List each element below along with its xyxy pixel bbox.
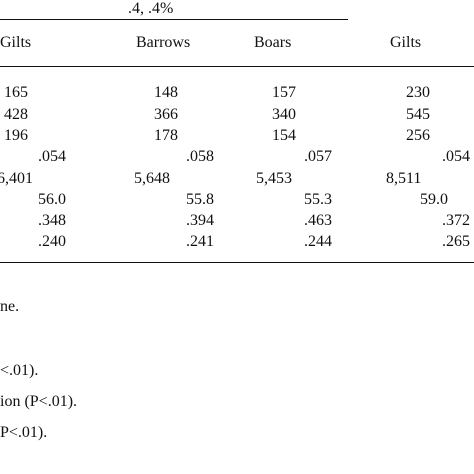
table-cell: 196 xyxy=(4,127,28,144)
table-cell: .463 xyxy=(304,212,332,229)
table-cell: 256 xyxy=(406,127,430,144)
table-bottom-rule xyxy=(0,262,474,263)
header-bottom-rule xyxy=(0,66,474,67)
table-cell: 178 xyxy=(154,127,178,144)
column-header-boars: Boars xyxy=(254,34,292,51)
table-cell: 59.0 xyxy=(420,191,448,208)
table-cell: .348 xyxy=(38,212,66,229)
table-cell: 366 xyxy=(154,106,178,123)
table-cell: .058 xyxy=(186,148,214,165)
table-cell: .394 xyxy=(186,212,214,229)
table-cell: 230 xyxy=(406,84,430,101)
table-cell: 8,511 xyxy=(386,170,422,187)
table-cell: .054 xyxy=(442,148,470,165)
table-cell: .054 xyxy=(38,148,66,165)
table-cell: 545 xyxy=(406,106,430,123)
table-cell: .265 xyxy=(442,233,470,250)
table-cell: 55.3 xyxy=(304,191,332,208)
group-header-label: .4, .4% xyxy=(128,0,174,17)
group-header-rule xyxy=(0,19,348,20)
table-cell: .241 xyxy=(186,233,214,250)
table-cell: 157 xyxy=(272,84,296,101)
column-header-barrows: Barrows xyxy=(136,34,191,51)
table-cell: .372 xyxy=(442,212,470,229)
table-cell: 148 xyxy=(154,84,178,101)
table-cell: 5,648 xyxy=(134,170,170,187)
column-header-gilts-2: Gilts xyxy=(390,34,422,51)
footnote-line: <.01). xyxy=(0,362,39,379)
footnote-line: P<.01). xyxy=(0,424,48,441)
footnote-line: ne. xyxy=(0,298,20,315)
table-cell: .057 xyxy=(304,148,332,165)
table-cell: .240 xyxy=(38,233,66,250)
table-cell: 56.0 xyxy=(38,191,66,208)
footnote-line: ion (P<.01). xyxy=(0,393,78,410)
table-cell: 340 xyxy=(272,106,296,123)
table-cell: 165 xyxy=(4,84,28,101)
table-cell: 428 xyxy=(4,106,28,123)
table-cell: 6,401 xyxy=(0,170,33,187)
table-cell: 55.8 xyxy=(186,191,214,208)
table-cell: 5,453 xyxy=(256,170,292,187)
table-cell: 154 xyxy=(272,127,296,144)
table-cell: .244 xyxy=(304,233,332,250)
column-header-gilts-1: Gilts xyxy=(0,34,32,51)
